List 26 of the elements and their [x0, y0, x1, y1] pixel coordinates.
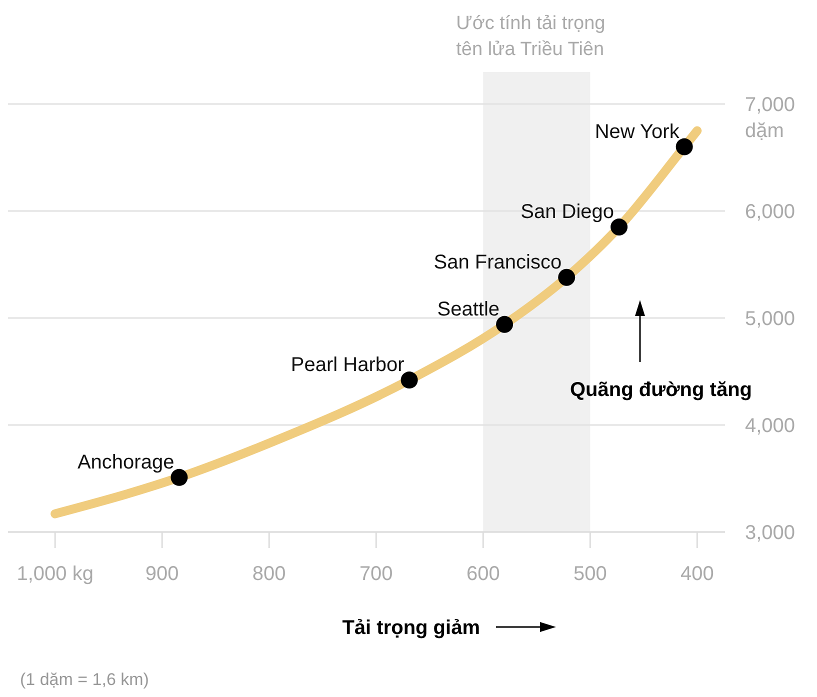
annotation: San Diego [520, 201, 614, 224]
point [496, 316, 514, 333]
x-tick-label: 500 [573, 563, 607, 585]
annotation: Anchorage [77, 451, 174, 474]
y-tick-label: 3,000 [745, 522, 796, 544]
y-tick-label: 6,000 [745, 201, 796, 223]
y-tick-label: 5,000 [745, 308, 796, 330]
annotation: New York [594, 120, 680, 143]
annotation: San Francisco [434, 251, 562, 274]
annotation: Seattle [437, 298, 500, 320]
y-tick-label: 7,000 dặm [745, 94, 796, 142]
point [400, 372, 418, 389]
x-tick-label: 1,000 kg [16, 563, 94, 585]
point [676, 138, 693, 156]
annotation: Quãng đường tăng [570, 379, 752, 401]
x-tick-label: 800 [252, 563, 286, 585]
point [558, 268, 576, 286]
x-tick-label: 900 [145, 563, 179, 585]
text: (1 dặm = 1,6 km) [20, 670, 149, 689]
annotation: Pearl Harbor [290, 354, 405, 376]
x-tick-label: 600 [466, 563, 500, 585]
x-tick-label: 400 [680, 563, 714, 585]
x-axis-title: Tải trọng giảm [342, 617, 480, 639]
y-tick-label: 4,000 [745, 415, 796, 437]
band-label: Ước tính tải trọng tên lửa Triều Tiên [456, 13, 606, 60]
x-tick-label: 700 [359, 563, 393, 585]
